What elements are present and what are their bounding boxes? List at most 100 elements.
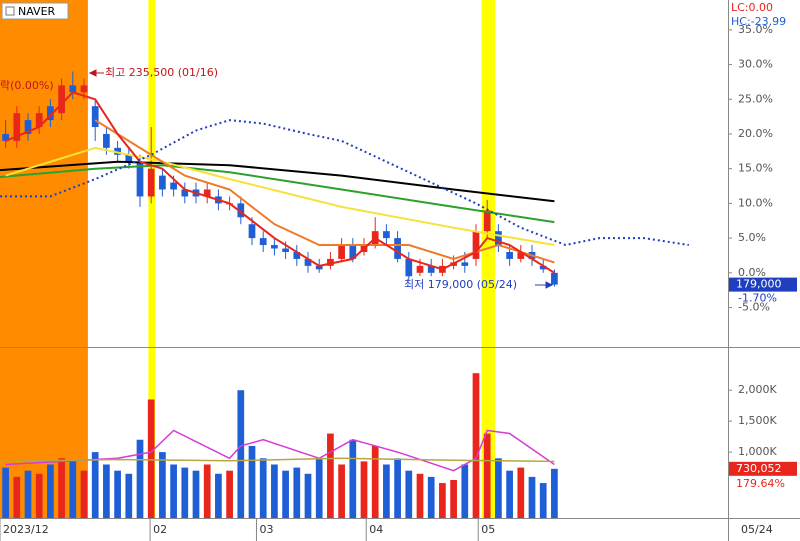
ma-line — [0, 457, 555, 463]
lock-annotation: 락(0.00%) — [0, 79, 54, 92]
chart-title: NAVER — [18, 5, 56, 18]
x-tick-label: 04 — [369, 523, 383, 536]
candle-body — [338, 245, 345, 259]
high-annotation: 최고 235,500 (01/16) — [105, 66, 218, 79]
candle-body — [551, 272, 558, 285]
candle-body — [259, 238, 267, 246]
candle-body — [91, 106, 99, 128]
volume-bar — [24, 470, 32, 518]
volume-bar — [91, 452, 99, 518]
x-tick-label: 05 — [481, 523, 495, 536]
high-arrow — [88, 69, 104, 77]
volume-bar — [360, 461, 368, 518]
volume-bar — [215, 473, 222, 518]
volume-bar — [304, 473, 312, 518]
candle-body — [35, 113, 43, 128]
volume-bar — [170, 464, 177, 518]
volume-bar — [35, 473, 43, 518]
candle-body — [103, 133, 110, 148]
volume-bar — [495, 458, 502, 518]
candle-body — [416, 265, 424, 273]
volume-bar — [315, 458, 323, 518]
volume-bar — [282, 470, 289, 518]
ma-line — [5, 429, 555, 472]
candle-body — [125, 154, 133, 162]
title-box — [1, 2, 69, 20]
candle-body — [159, 175, 166, 190]
volume-bar — [103, 464, 110, 518]
volume-bar — [58, 458, 65, 518]
candle-body — [349, 245, 357, 259]
volume-bar — [293, 467, 301, 518]
low-annotation: 최저 179,000 (05/24) — [404, 278, 517, 291]
volume-bar — [259, 458, 267, 518]
volume-bar — [13, 476, 21, 518]
candle-body — [2, 133, 9, 141]
volume-tick-label: 1,000K — [738, 445, 777, 458]
volume-bar — [192, 470, 200, 518]
volume-bar — [416, 473, 424, 518]
candle-body — [136, 161, 144, 197]
volume-bar — [517, 467, 525, 518]
candle-body — [203, 189, 211, 197]
volume-bar — [439, 483, 446, 518]
volume-bar — [203, 464, 211, 518]
candle-body — [405, 258, 413, 277]
candle-body — [248, 224, 256, 239]
candle-body — [327, 258, 334, 266]
volume-bar — [47, 464, 54, 518]
y-tick-label: 25.0% — [738, 92, 773, 105]
volume-bar — [136, 439, 144, 518]
candle-body — [461, 262, 469, 266]
volume-bar — [271, 464, 278, 518]
cursor-date: 05/24 — [741, 523, 773, 536]
hc-label: HC:-23.99 — [731, 15, 786, 28]
candle-body — [170, 182, 177, 190]
candle-body — [472, 231, 480, 259]
y-tick-label: 20.0% — [738, 127, 773, 140]
highlight-band — [148, 0, 156, 518]
candle-body — [24, 120, 32, 134]
volume-bar — [69, 461, 77, 518]
volume-bar — [551, 468, 558, 518]
highlight-band — [481, 0, 496, 518]
x-tick-label: 03 — [259, 523, 273, 536]
volume-bar — [226, 470, 233, 518]
volume-bar — [159, 452, 166, 518]
lc-label: LC:0.00 — [731, 1, 773, 14]
ma-line — [5, 146, 555, 246]
volume-bar — [248, 445, 256, 518]
candle-body — [58, 85, 65, 114]
volume-bar — [349, 439, 357, 518]
volume-bar — [483, 433, 491, 518]
candle-body — [506, 251, 513, 259]
title-icon — [5, 6, 15, 16]
candle-body — [304, 258, 312, 266]
candle-body — [517, 251, 525, 259]
candle-body — [282, 248, 289, 252]
y-tick-label: -5.0% — [738, 301, 770, 314]
candle-body — [394, 238, 401, 259]
candle-body — [181, 189, 189, 197]
volume-bar — [539, 483, 547, 518]
low-arrow — [535, 281, 554, 289]
x-tick-label: 02 — [153, 523, 167, 536]
volume-bar — [125, 473, 133, 518]
volume-bar — [147, 399, 155, 518]
ma-line — [0, 164, 555, 224]
volume-tick-label: 2,000K — [738, 383, 777, 396]
volume-value-label: 730,052 — [736, 462, 782, 475]
volume-bar — [338, 464, 345, 518]
candle-body — [539, 265, 547, 270]
volume-tick-label: 1,500K — [738, 414, 777, 427]
price-label: 179,000 — [736, 278, 782, 291]
change-label: -1.70% — [738, 292, 777, 305]
x-tick-label: 2023/12 — [3, 523, 49, 536]
volume-bar — [383, 464, 390, 518]
volume-box — [729, 461, 797, 476]
candle-body — [80, 85, 88, 93]
ma-line — [0, 160, 555, 203]
volume-bar — [405, 470, 413, 518]
